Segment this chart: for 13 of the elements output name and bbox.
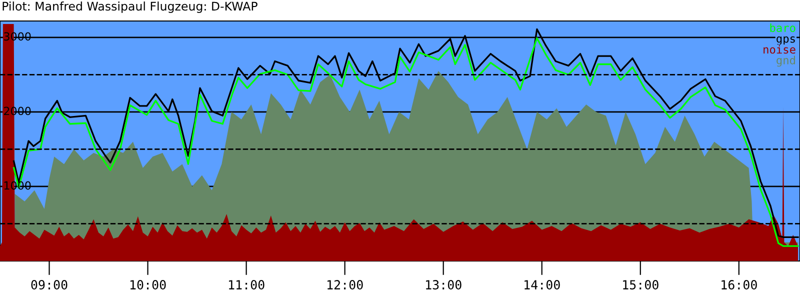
chart-title: Pilot: Manfred Wassipaul Flugzeug: D-KWAP — [2, 2, 258, 13]
text: baro — [770, 23, 796, 32]
text: gps — [776, 36, 795, 46]
x-tick-label: 10:00 — [130, 280, 166, 290]
x-tick-label: 13:00 — [426, 280, 462, 290]
x-tick-label: 15:00 — [623, 280, 658, 290]
x-tick-label: 12:00 — [328, 280, 363, 290]
x-tick-label: 09:00 — [31, 280, 68, 290]
x-tick-label: 16:00 — [722, 280, 757, 290]
text: noise — [764, 45, 796, 54]
x-tick-label: 11:00 — [228, 280, 264, 290]
x-tick-label: 14:00 — [524, 280, 560, 290]
text: gnd — [776, 56, 795, 67]
